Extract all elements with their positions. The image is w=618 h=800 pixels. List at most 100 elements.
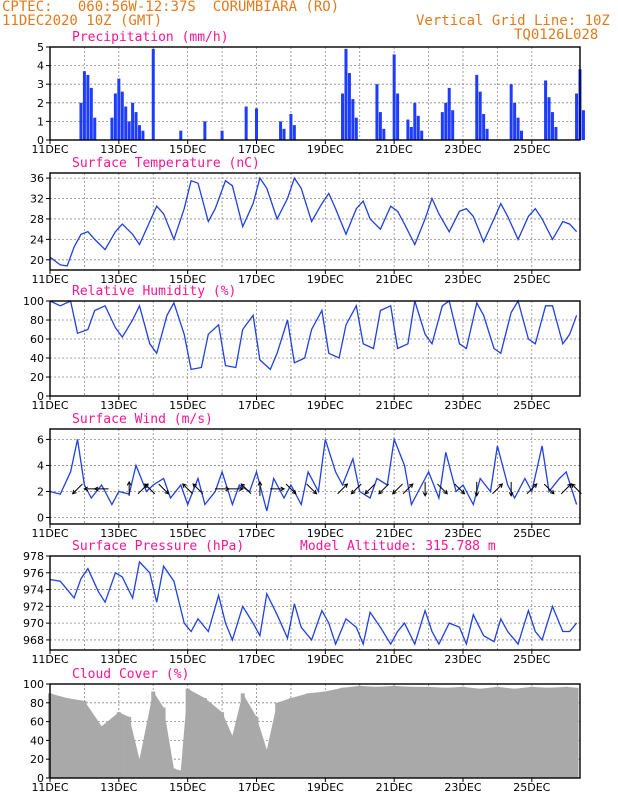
wind-arrow bbox=[285, 483, 297, 495]
precip-bar bbox=[575, 93, 579, 140]
precip-bar bbox=[131, 102, 135, 140]
precip-bar bbox=[341, 93, 345, 140]
x-tick-label: 25DEC bbox=[513, 273, 550, 286]
x-tick-label: 11DEC bbox=[31, 399, 68, 412]
precip-bar bbox=[110, 117, 114, 140]
cloud-bar bbox=[478, 688, 483, 778]
precip-bar bbox=[516, 117, 520, 140]
cloud-bar bbox=[495, 686, 500, 778]
y-tick-label: 24 bbox=[30, 233, 44, 246]
precip-bar bbox=[203, 121, 207, 140]
panel-3: 0 2 4 6 11DEC 13DEC 15DEC 17DEC 19DEC 21DEC 23DEC 2… bbox=[31, 412, 582, 540]
precip-bar bbox=[396, 93, 400, 140]
precip-bar bbox=[416, 115, 420, 140]
y-tick-label: 0 bbox=[37, 772, 44, 785]
precip-bar bbox=[292, 125, 296, 140]
y-tick-label: 40 bbox=[30, 734, 44, 747]
precip-bar bbox=[581, 110, 585, 140]
cloud-bar bbox=[137, 759, 142, 778]
cloud-bar bbox=[220, 712, 225, 778]
precip-bar bbox=[89, 87, 93, 140]
wind-arrow bbox=[560, 483, 572, 495]
y-tick-label: 20 bbox=[30, 753, 44, 766]
cloud-bar bbox=[202, 698, 207, 778]
panel-title: Surface Pressure (hPa) bbox=[72, 539, 244, 554]
precip-bar bbox=[554, 126, 558, 140]
precip-bar bbox=[244, 106, 248, 140]
cloud-bar bbox=[240, 693, 245, 778]
wind-arrow bbox=[93, 486, 109, 492]
x-tick-label: 11DEC bbox=[31, 143, 68, 156]
cloud-bar bbox=[460, 686, 465, 778]
precip-bar bbox=[134, 112, 138, 140]
x-tick-label: 19DEC bbox=[307, 399, 344, 412]
cloud-bar bbox=[161, 707, 166, 778]
panel-0: 0 1 2 3 4 5 11DEC 13DEC 15DEC 17DEC 19DEC 21DEC 23DE… bbox=[31, 30, 585, 156]
precip-bar bbox=[519, 130, 523, 140]
plot-frame bbox=[49, 683, 581, 779]
precip-bar bbox=[378, 112, 382, 140]
x-tick-label: 21DEC bbox=[376, 527, 413, 540]
x-tick-label: 17DEC bbox=[238, 399, 275, 412]
precip-bar bbox=[127, 121, 131, 140]
cloud-bar bbox=[306, 693, 311, 778]
precip-bar bbox=[406, 119, 410, 140]
cloud-bar bbox=[151, 691, 156, 778]
wind-arrow bbox=[364, 483, 376, 495]
precip-bar bbox=[151, 48, 155, 140]
y-tick-label: 2 bbox=[37, 485, 44, 498]
precip-bar bbox=[344, 48, 348, 140]
wind-arrow bbox=[454, 483, 466, 495]
precip-bar bbox=[254, 108, 258, 140]
precip-bar bbox=[375, 84, 379, 140]
x-tick-label: 15DEC bbox=[169, 273, 206, 286]
x-tick-label: 25DEC bbox=[513, 781, 550, 794]
precip-bar bbox=[451, 110, 455, 140]
wind-arrow bbox=[543, 483, 555, 495]
x-tick-label: 21DEC bbox=[376, 399, 413, 412]
cloud-bar bbox=[374, 686, 379, 778]
y-tick-label: 968 bbox=[23, 634, 44, 647]
x-tick-label: 17DEC bbox=[238, 143, 275, 156]
precip-bar bbox=[179, 130, 183, 140]
precip-bar bbox=[86, 74, 90, 140]
series-line bbox=[49, 560, 578, 647]
precip-bar bbox=[392, 54, 396, 140]
y-tick-label: 4 bbox=[37, 60, 44, 73]
precip-bar bbox=[550, 112, 554, 140]
wind-arrow bbox=[437, 483, 448, 495]
precip-bar bbox=[509, 84, 513, 140]
x-tick-label: 15DEC bbox=[169, 399, 206, 412]
cloud-bar bbox=[178, 770, 183, 778]
wind-arrow bbox=[526, 483, 538, 495]
cloud-bar bbox=[99, 726, 104, 778]
y-tick-label: 2 bbox=[37, 97, 44, 110]
precip-bar bbox=[444, 102, 448, 140]
wind-arrow bbox=[182, 483, 193, 495]
x-tick-label: 23DEC bbox=[444, 143, 481, 156]
cloud-bar bbox=[82, 700, 87, 778]
cloud-bar bbox=[574, 687, 579, 778]
y-tick-label: 36 bbox=[30, 172, 44, 185]
precip-bar bbox=[93, 117, 97, 140]
x-tick-label: 19DEC bbox=[307, 527, 344, 540]
y-tick-label: 974 bbox=[23, 584, 44, 597]
cloud-bar bbox=[426, 686, 431, 778]
cloud-bar bbox=[340, 687, 345, 778]
wind-arrow bbox=[402, 483, 414, 495]
cloud-bar bbox=[185, 688, 190, 778]
precip-bar bbox=[409, 126, 413, 140]
y-tick-label: 40 bbox=[30, 352, 44, 365]
x-tick-label: 19DEC bbox=[307, 273, 344, 286]
plot-frame bbox=[49, 555, 581, 651]
precip-bar bbox=[137, 125, 141, 140]
y-tick-label: 976 bbox=[23, 567, 44, 580]
cloud-bar bbox=[171, 768, 176, 778]
wind-arrow bbox=[306, 483, 318, 495]
precip-bar bbox=[354, 117, 358, 140]
y-tick-label: 3 bbox=[37, 78, 44, 91]
wind-arrow bbox=[192, 483, 204, 495]
panel-title: Surface Temperature (nC) bbox=[72, 156, 260, 171]
y-tick-label: 60 bbox=[30, 716, 44, 729]
